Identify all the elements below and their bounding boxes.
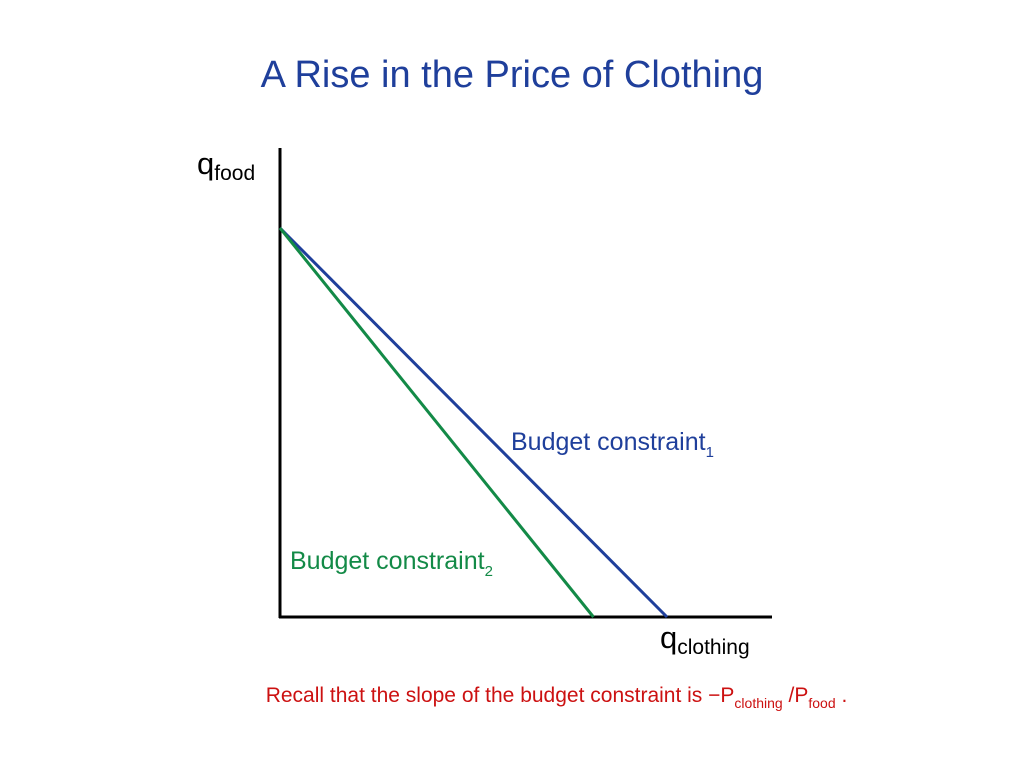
slide-title: A Rise in the Price of Clothing [260,54,764,96]
slope-note: Recall that the slope of the budget cons… [0,684,1024,711]
slope-note-divider: /P [782,684,809,707]
budget-constraint-2-line [278,227,595,618]
budget-constraint-1-line [278,226,669,619]
y-axis-label: qfood [197,146,256,185]
budget-constraint-2-label-text: Budget constraint [290,547,485,575]
slope-note-subscript-food: food [808,695,836,711]
y-axis-label-main: q [197,146,215,181]
budget-constraint-1-label: Budget constraint1 [511,428,714,461]
budget-constraint-1-label-subscript: 1 [705,444,714,461]
x-axis-label-subscript: clothing [677,636,750,659]
x-axis-label: qclothing [660,620,750,659]
budget-constraint-1-label-text: Budget constraint [511,428,706,456]
slope-note-text: Recall that the slope of the budget cons… [265,684,735,707]
y-axis-label-subscript: food [214,162,256,185]
slope-note-end: . [835,684,848,707]
budget-constraint-2-label-subscript: 2 [484,563,493,580]
slope-note-subscript-clothing: clothing [734,695,783,711]
x-axis-label-main: q [660,620,678,655]
budget-constraint-2-label: Budget constraint2 [290,547,493,580]
